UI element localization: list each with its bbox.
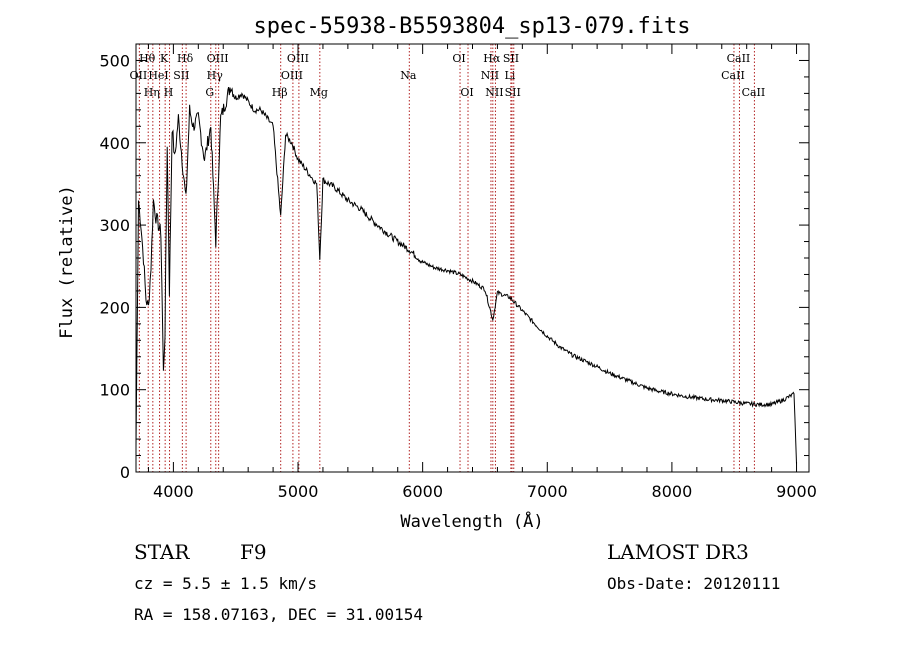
coordinates: RA = 158.07163, DEC = 31.00154 (134, 605, 423, 624)
line-label-16: OI (452, 52, 465, 65)
y-tick-label: 100 (99, 381, 130, 400)
line-label-19: Hα (483, 52, 501, 65)
line-label-10: OIII (207, 52, 229, 65)
x-tick-label: 5000 (278, 482, 319, 501)
chart-title: spec-55938-B5593804_sp13-079.fits (253, 14, 690, 39)
y-tick-label: 0 (120, 463, 130, 482)
y-tick-label: 200 (99, 298, 130, 317)
survey-name: LAMOST DR3 (607, 540, 749, 564)
line-label-2: Hη (144, 86, 160, 99)
y-tick-label: 500 (99, 51, 130, 70)
line-label-24: CaII (721, 69, 745, 82)
x-tick-label: 8000 (652, 482, 693, 501)
line-label-0: OII (130, 69, 148, 82)
line-label-17: OI (460, 86, 473, 99)
spectral-line-markers: OII Hθ Hη HeI K H SII Hδ G Hγ OIII Hβ OIII OIII Mg Na OI… (130, 44, 766, 472)
x-axis-ticks: 4000 5000 6000 7000 8000 9000 (147, 44, 817, 501)
line-label-12: OIII (281, 69, 303, 82)
line-label-15: Na (400, 69, 417, 82)
line-label-23: SII (505, 86, 521, 99)
line-label-13: OIII (287, 52, 309, 65)
redshift-cz: cz = 5.5 ± 1.5 km/s (134, 574, 317, 593)
x-axis-label: Wavelength (Å) (400, 510, 543, 532)
x-tick-label: 7000 (527, 482, 568, 501)
line-label-20: NII (485, 86, 503, 99)
y-tick-label: 400 (99, 134, 130, 153)
line-label-5: H (164, 86, 174, 99)
observation-date: Obs-Date: 20120111 (607, 574, 780, 593)
line-label-9: Hγ (207, 69, 224, 82)
line-label-22: SII (503, 52, 519, 65)
line-label-8: G (205, 86, 214, 99)
line-label-4: K (160, 52, 169, 65)
line-label-21: Li (504, 69, 515, 82)
line-label-1: Hθ (139, 52, 156, 65)
object-subclass: F9 (240, 540, 267, 564)
line-label-6: SII (173, 69, 189, 82)
line-label-14: Mg (310, 86, 328, 99)
plot-frame (135, 43, 810, 473)
object-class: STAR (134, 540, 190, 564)
line-label-25: CaII (727, 52, 751, 65)
x-tick-label: 4000 (153, 482, 194, 501)
spectrum-line (135, 86, 797, 464)
line-label-18: NII (481, 69, 499, 82)
x-tick-label: 9000 (776, 482, 817, 501)
line-label-26: CaII (742, 86, 766, 99)
y-tick-label: 300 (99, 216, 130, 235)
line-label-3: HeI (148, 69, 168, 82)
x-tick-label: 6000 (402, 482, 443, 501)
line-label-11: Hβ (272, 86, 288, 99)
y-axis-label: Flux (relative) (57, 185, 77, 339)
line-label-7: Hδ (177, 52, 194, 65)
y-axis-ticks: 0 100 200 300 400 500 (99, 51, 809, 482)
